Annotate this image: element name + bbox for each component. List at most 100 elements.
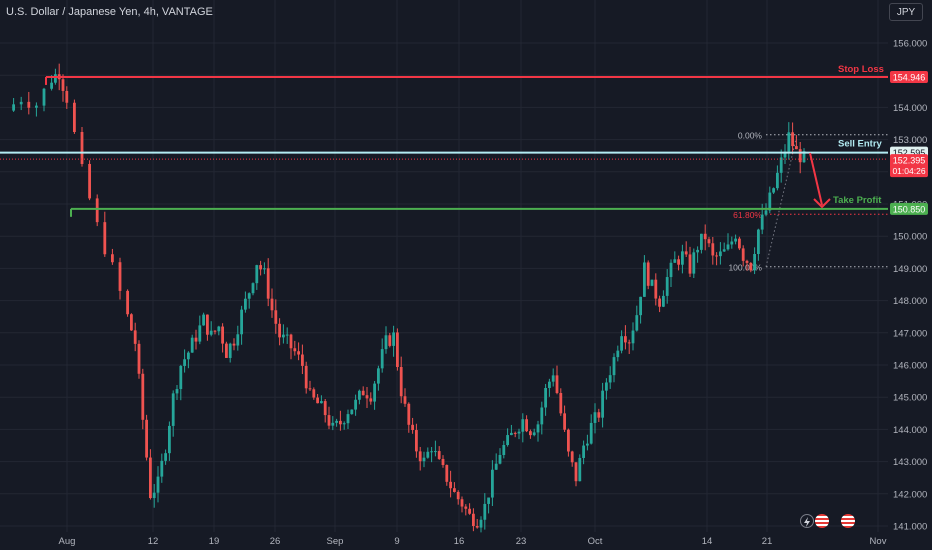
candle-body [494, 463, 498, 470]
candle-body [396, 332, 399, 367]
candle-body [616, 350, 620, 358]
candle-body [586, 443, 589, 446]
candle-body [692, 252, 696, 274]
candle-body [342, 423, 346, 425]
candle-body [783, 151, 787, 158]
candle-body [639, 296, 642, 316]
candle-body [164, 453, 167, 461]
candle-body [593, 412, 597, 423]
stop-loss-label: Stop Loss [838, 64, 884, 75]
y-tick-label: 148.000 [893, 296, 927, 307]
fib-level-label: 0.00% [738, 130, 763, 140]
x-tick-label: Oct [588, 536, 603, 547]
currency-button[interactable]: JPY [889, 3, 923, 21]
candle-body [760, 214, 764, 230]
candle-body [654, 279, 658, 299]
candle-body [567, 429, 570, 452]
candle-body [339, 420, 342, 425]
candle-body [388, 335, 392, 346]
candle-body [665, 277, 669, 296]
current-price-tag [890, 154, 928, 178]
candle-body [251, 283, 255, 294]
candle-body [399, 366, 403, 397]
candle-body [175, 389, 179, 394]
price-axis[interactable]: 156.000155.000154.000153.000152.000151.0… [893, 39, 927, 533]
candle-body [646, 262, 650, 286]
candle-body [293, 348, 297, 352]
us-flag-icon[interactable] [815, 514, 829, 528]
x-tick-label: 12 [148, 536, 159, 547]
candle-body [418, 451, 422, 462]
candle-body [244, 298, 247, 310]
candle-body [270, 298, 274, 311]
candle-body [589, 422, 593, 444]
candle-body [517, 431, 521, 434]
candle-body [757, 229, 760, 254]
x-tick-label: Aug [59, 536, 76, 547]
candle-body [346, 414, 350, 424]
candle-body [285, 334, 289, 336]
candle-body [403, 396, 407, 404]
candle-body [274, 310, 278, 324]
take-profit-price-tag [890, 202, 928, 215]
candle-body [73, 102, 76, 133]
candle-body [449, 481, 452, 489]
candle-body [787, 132, 791, 152]
candle-body [160, 460, 164, 477]
candle-body [673, 259, 677, 263]
candle-body [202, 314, 205, 326]
time-axis[interactable]: Aug 12 19 26 Sep 9 16 23 Oct 14 21 Nov [59, 536, 887, 547]
y-tick-label: 149.000 [893, 264, 927, 275]
candle-body [620, 336, 623, 351]
take-profit-price-text: 150.850 [893, 204, 926, 214]
lightning-icon[interactable] [800, 514, 814, 528]
y-tick-label: 145.000 [893, 393, 927, 404]
candle-body [669, 262, 673, 278]
candle-body [289, 334, 293, 349]
candle-body [468, 508, 471, 514]
us-flag-icon[interactable] [841, 514, 855, 528]
candle-body [605, 382, 608, 391]
candle-body [35, 105, 38, 108]
candle-body [19, 101, 23, 105]
y-tick-label: 143.000 [893, 457, 927, 468]
candle-body [441, 458, 445, 466]
x-tick-label: 21 [762, 536, 773, 547]
candle-body [171, 393, 175, 426]
candle-body [662, 295, 665, 307]
candle-body [460, 499, 464, 507]
candle-body [278, 323, 281, 338]
x-tick-label: 14 [702, 536, 713, 547]
candle-body [738, 238, 741, 249]
candle-body [536, 424, 540, 433]
y-tick-label: 153.000 [893, 135, 927, 146]
candle-body [27, 101, 31, 108]
candle-body [578, 457, 582, 482]
arrow-shaft [809, 152, 823, 206]
candle-body [521, 419, 525, 432]
candle-body [696, 249, 699, 253]
candle-body [88, 163, 91, 199]
candle-body [700, 233, 703, 250]
candle-body [149, 457, 152, 499]
candle-body [301, 354, 304, 366]
candle-body [187, 352, 190, 360]
candle-body [491, 469, 494, 498]
candle-body [453, 488, 456, 492]
candle-body [631, 330, 635, 344]
candle-body [791, 132, 794, 147]
x-tick-label: 9 [394, 536, 399, 547]
candle-body [156, 476, 160, 493]
candle-body [764, 210, 768, 215]
candle-body [247, 293, 251, 299]
candle-body [411, 424, 414, 431]
x-tick-label: Sep [327, 536, 344, 547]
candle-body [532, 432, 536, 436]
candle-body [111, 254, 114, 263]
candle-body [373, 383, 376, 402]
candle-body [726, 244, 730, 250]
candle-body [263, 268, 266, 270]
candle-body [529, 431, 532, 436]
